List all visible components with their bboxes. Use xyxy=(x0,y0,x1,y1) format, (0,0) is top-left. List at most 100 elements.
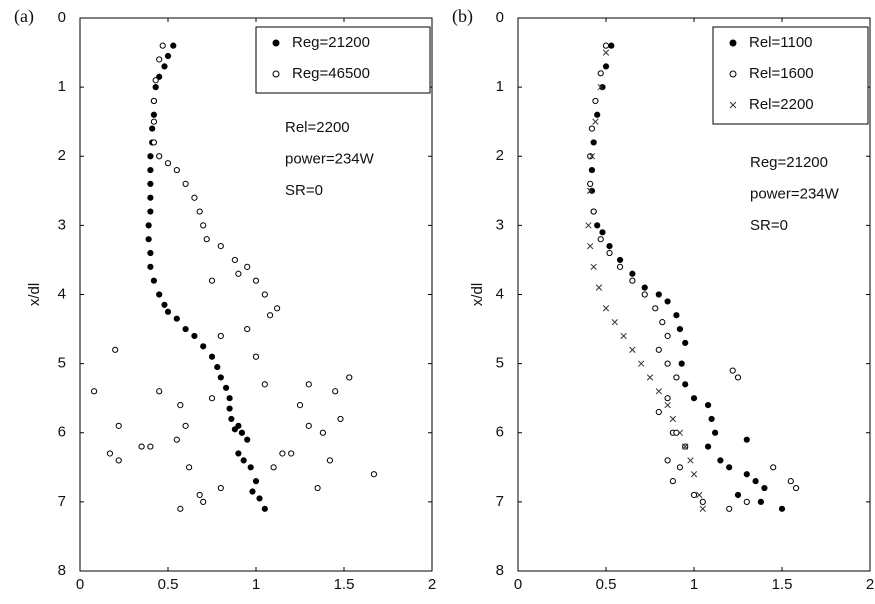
point xyxy=(305,422,312,429)
point xyxy=(173,436,180,443)
point xyxy=(177,505,184,512)
point xyxy=(208,353,216,360)
point xyxy=(708,415,715,423)
legend-marker xyxy=(729,70,737,78)
point xyxy=(595,284,603,291)
point xyxy=(217,332,224,340)
point xyxy=(655,291,662,298)
point xyxy=(191,332,198,340)
point xyxy=(606,243,613,250)
panel-label: (a) xyxy=(14,6,34,27)
x-tick-label: 0 xyxy=(76,576,84,593)
y-tick-label: 0 xyxy=(496,9,504,26)
x-tick-label: 2 xyxy=(428,576,436,593)
point xyxy=(676,429,684,436)
y-tick-label: 8 xyxy=(496,562,504,579)
plot-frame xyxy=(79,17,433,572)
point xyxy=(602,305,610,312)
point xyxy=(664,401,671,409)
legend-marker xyxy=(272,70,280,78)
point xyxy=(620,332,627,340)
point xyxy=(145,222,152,229)
point xyxy=(235,450,242,457)
point xyxy=(743,498,750,505)
point xyxy=(196,491,203,499)
point xyxy=(587,180,594,187)
point xyxy=(150,139,158,146)
point xyxy=(217,484,224,492)
point xyxy=(641,284,648,291)
point xyxy=(279,450,286,457)
point xyxy=(676,464,684,471)
point xyxy=(588,187,596,194)
point xyxy=(588,153,596,160)
point xyxy=(156,153,163,160)
point xyxy=(156,56,163,63)
point xyxy=(200,498,207,505)
point xyxy=(588,125,596,132)
point xyxy=(734,491,742,499)
point xyxy=(743,436,750,443)
point xyxy=(599,84,606,91)
point xyxy=(147,166,154,174)
legend-box xyxy=(255,26,431,94)
y-tick-label: 1 xyxy=(58,78,66,95)
point xyxy=(690,491,698,499)
point xyxy=(106,450,114,457)
point xyxy=(208,277,216,284)
y-tick-label: 2 xyxy=(496,147,504,164)
point xyxy=(585,222,592,229)
point xyxy=(726,464,733,471)
point xyxy=(743,471,750,478)
point xyxy=(173,315,180,322)
point xyxy=(147,194,154,201)
point xyxy=(226,405,233,412)
point xyxy=(655,408,662,416)
legend-box xyxy=(712,26,869,125)
point xyxy=(249,488,256,495)
point xyxy=(778,505,786,512)
point xyxy=(590,263,597,271)
point xyxy=(594,222,601,229)
point xyxy=(669,478,676,485)
x-tick-label: 0 xyxy=(514,576,522,593)
point xyxy=(587,187,594,194)
point xyxy=(655,388,662,395)
x-tick-label: 1 xyxy=(690,576,698,593)
point xyxy=(682,381,689,388)
point xyxy=(159,42,166,49)
point xyxy=(690,471,698,478)
point xyxy=(152,84,159,91)
point xyxy=(252,478,260,485)
legend-label: Reg=21200 xyxy=(292,34,370,51)
y-tick-label: 7 xyxy=(58,493,66,510)
point xyxy=(247,464,254,471)
point xyxy=(346,374,353,381)
point xyxy=(629,346,636,353)
point xyxy=(664,332,671,340)
point xyxy=(238,429,246,436)
point xyxy=(296,402,304,409)
annotation: power=234W xyxy=(285,150,375,167)
legend-label: Rel=1100 xyxy=(749,34,813,51)
point xyxy=(606,249,613,257)
legend-marker xyxy=(272,39,280,47)
point xyxy=(696,491,703,499)
point xyxy=(629,277,636,284)
point xyxy=(150,97,158,105)
point xyxy=(217,374,224,381)
point xyxy=(261,291,268,298)
point xyxy=(152,77,159,84)
point xyxy=(196,208,203,215)
point xyxy=(664,298,671,305)
point xyxy=(652,305,659,312)
point xyxy=(319,429,326,436)
point xyxy=(261,505,268,512)
y-tick-label: 5 xyxy=(496,355,504,372)
point xyxy=(147,153,154,160)
point xyxy=(673,429,680,436)
point xyxy=(588,166,596,174)
point xyxy=(678,360,685,367)
point xyxy=(266,312,274,319)
point xyxy=(138,443,145,450)
